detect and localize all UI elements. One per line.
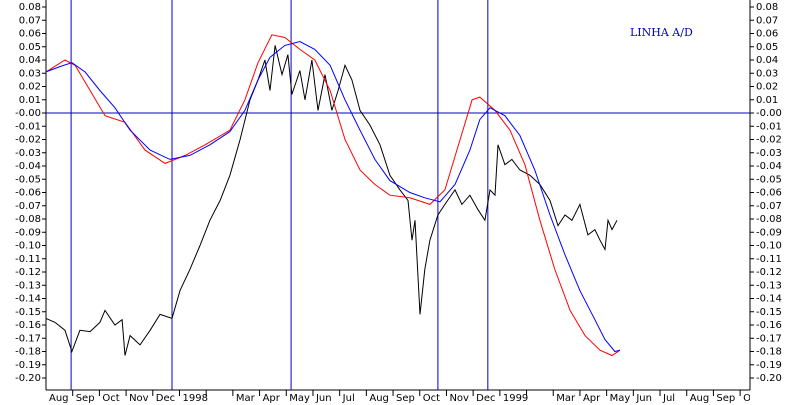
y-tick-label-right: 0.01 (756, 95, 778, 106)
y-tick-label: -0.02 (15, 135, 41, 146)
y-tick-label: 0.02 (19, 82, 41, 93)
x-tick-label: May (289, 393, 310, 404)
y-tick-label: 0.08 (19, 2, 41, 13)
x-tick-label: Aug (690, 393, 710, 404)
y-tick-label: -0.16 (15, 320, 41, 331)
x-tick-label: Apr (583, 393, 601, 404)
x-tick-label: Sep (716, 393, 735, 404)
x-tick-label: Sep (76, 393, 95, 404)
y-tick-label-right: -0.07 (756, 201, 782, 212)
x-tick-label: Jun (315, 393, 332, 404)
y-tick-label: -0.04 (15, 161, 41, 172)
y-tick-label: -0.13 (15, 280, 41, 291)
y-tick-label: -0.06 (15, 188, 41, 199)
y-tick-label: -0.18 (15, 347, 41, 358)
y-tick-label-right: -0.12 (756, 267, 782, 278)
y-tick-label: 0.01 (19, 95, 41, 106)
y-tick-label-right: -0.18 (756, 347, 782, 358)
y-tick-label-right: 0.02 (756, 82, 778, 93)
y-tick-label: 0.03 (19, 68, 41, 79)
y-tick-label-right: 0.08 (756, 2, 778, 13)
x-tick-label: Oct (423, 393, 440, 404)
y-tick-label: -0.14 (15, 294, 41, 305)
x-tick-label: 1999 (503, 393, 528, 404)
y-tick-label: 0.06 (19, 29, 41, 40)
x-tick-label: Aug (369, 393, 389, 404)
x-tick-label: Nov (449, 393, 469, 404)
y-tick-label: -0.03 (15, 148, 41, 159)
y-tick-label-right: 0.04 (756, 55, 778, 66)
x-tick-label: Jul (662, 393, 675, 404)
x-tick-label: Aug (49, 393, 69, 404)
y-tick-label-right: 0.06 (756, 29, 778, 40)
x-tick-label: Dec (156, 393, 175, 404)
y-tick-label: -0.20 (15, 373, 41, 384)
y-tick-label-right: -0.02 (756, 135, 782, 146)
x-tick-label: Jun (635, 393, 652, 404)
y-tick-label: -0.01 (15, 121, 41, 132)
y-tick-label: -0.17 (15, 333, 41, 344)
x-tick-label: 1998 (182, 393, 207, 404)
y-tick-label-right: 0.03 (756, 68, 778, 79)
y-tick-label: -0.10 (15, 241, 41, 252)
x-tick-label: Apr (263, 393, 281, 404)
y-tick-label-right: -0.05 (756, 174, 782, 185)
y-tick-label: -0.11 (15, 254, 41, 265)
x-tick-label: Mar (556, 393, 576, 404)
x-tick-label: Mar (236, 393, 256, 404)
y-tick-label-right: -0.06 (756, 188, 782, 199)
y-tick-label: -0.00 (15, 108, 41, 119)
y-tick-label-right: -0.20 (756, 373, 782, 384)
data-line (45, 40, 621, 353)
x-tick-label: May (610, 393, 631, 404)
y-tick-label: -0.19 (15, 360, 41, 371)
y-tick-label-right: -0.03 (756, 148, 782, 159)
y-tick-label-right: -0.13 (756, 280, 782, 291)
y-tick-label-right: -0.15 (756, 307, 782, 318)
y-tick-label-right: -0.16 (756, 320, 782, 331)
y-tick-label: 0.07 (19, 15, 41, 26)
y-tick-label: -0.07 (15, 201, 41, 212)
data-line (45, 45, 618, 356)
x-tick-label: Oct (743, 393, 760, 404)
y-tick-label-right: 0.05 (756, 42, 778, 53)
x-tick-label: Dec (476, 393, 495, 404)
y-tick-label-right: -0.14 (756, 294, 782, 305)
y-tick-label-right: -0.19 (756, 360, 782, 371)
x-tick-label: Sep (396, 393, 415, 404)
y-tick-label: -0.05 (15, 174, 41, 185)
x-tick-label: Jul (342, 393, 355, 404)
y-tick-label: 0.05 (19, 42, 41, 53)
y-tick-label: -0.09 (15, 227, 41, 238)
y-tick-label-right: -0.11 (756, 254, 782, 265)
y-tick-label: -0.08 (15, 214, 41, 225)
x-tick-label: Nov (129, 393, 149, 404)
y-tick-label: -0.12 (15, 267, 41, 278)
y-tick-label-right: -0.04 (756, 161, 782, 172)
chart-title: LINHA A/D (630, 26, 693, 39)
x-axis-labels: Aug Sep Oct Nov Dec 1998 Mar Apr May Jun Jul Aug Sep… (49, 393, 760, 404)
y-tick-label-right: -0.09 (756, 227, 782, 238)
x-tick-label: Oct (102, 393, 119, 404)
data-line (45, 34, 621, 357)
y-tick-label-right: -0.01 (756, 121, 782, 132)
y-tick-label-right: 0.07 (756, 15, 778, 26)
y-tick-label-right: -0.10 (756, 241, 782, 252)
y-tick-label-right: -0.08 (756, 214, 782, 225)
y-tick-label-right: -0.17 (756, 333, 782, 344)
y-tick-label-right: -0.00 (756, 108, 782, 119)
y-tick-label: -0.15 (15, 307, 41, 318)
y-tick-label: 0.04 (19, 55, 41, 66)
